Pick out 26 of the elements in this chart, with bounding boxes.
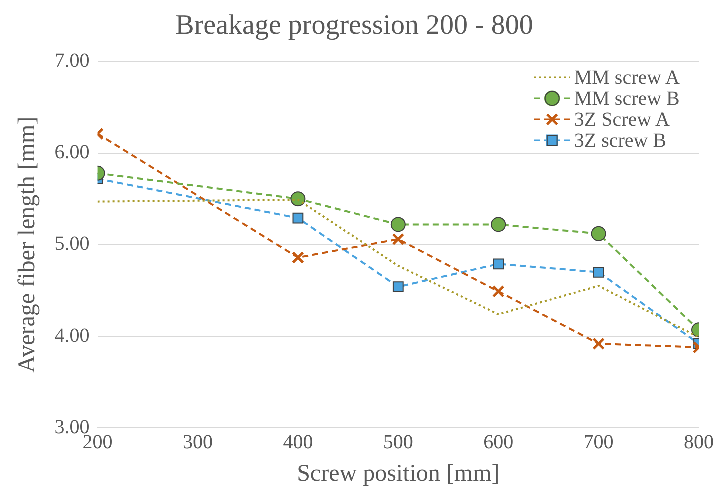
point bbox=[492, 285, 505, 298]
x-tick-label: 300 bbox=[183, 431, 213, 454]
point bbox=[292, 252, 304, 264]
legend-label: MM screw B bbox=[574, 88, 680, 110]
chart-title: Breakage progression 200 - 800 bbox=[176, 10, 534, 42]
point bbox=[392, 233, 405, 246]
x-tick-label: 800 bbox=[684, 431, 714, 454]
legend-label: 3Z Screw A bbox=[574, 108, 670, 131]
y-tick-label: 7.00 bbox=[54, 50, 90, 72]
point bbox=[491, 217, 506, 232]
point bbox=[290, 192, 306, 207]
point bbox=[493, 258, 504, 270]
x-tick-label: 400 bbox=[283, 431, 314, 454]
x-tick-label: 600 bbox=[484, 431, 514, 454]
legend-label: 3Z screw B bbox=[574, 130, 667, 152]
y-tick-label: 6.00 bbox=[54, 142, 90, 164]
point bbox=[292, 212, 304, 224]
x-tick-label: 500 bbox=[383, 431, 414, 454]
y-tick-label: 5.00 bbox=[54, 233, 90, 256]
y-tick-label: 4.00 bbox=[54, 324, 90, 347]
point bbox=[392, 282, 404, 293]
legend-label: MM screw A bbox=[574, 66, 680, 89]
x-axis-title: Screw position [mm] bbox=[297, 460, 500, 487]
x-tick-label: 700 bbox=[584, 431, 614, 454]
point bbox=[390, 217, 406, 232]
y-axis-title: Average fiber length [mm] bbox=[14, 116, 41, 373]
